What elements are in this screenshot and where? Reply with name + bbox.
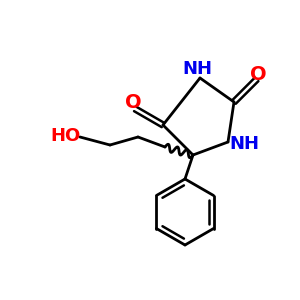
Text: HO: HO — [51, 127, 81, 145]
Text: NH: NH — [229, 135, 259, 153]
Text: O: O — [125, 94, 142, 112]
Text: NH: NH — [182, 60, 212, 78]
Text: O: O — [250, 65, 267, 84]
